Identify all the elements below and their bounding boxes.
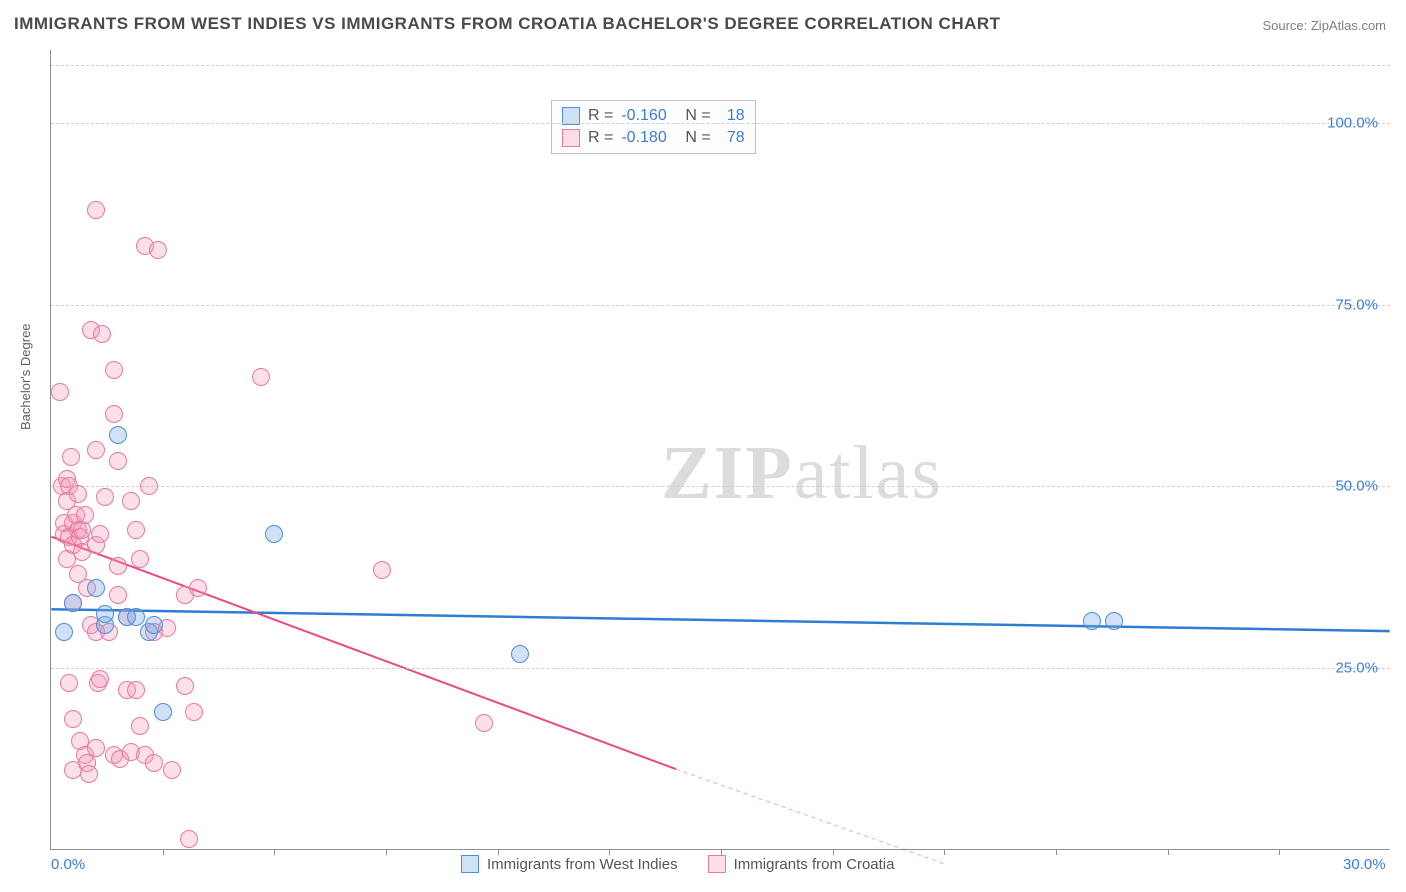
legend-label-1: Immigrants from West Indies (487, 856, 678, 873)
blue-data-point (96, 605, 114, 623)
x-tick (1279, 849, 1280, 855)
pink-data-point (105, 405, 123, 423)
legend-swatch-blue-icon (461, 855, 479, 873)
r-value-2: -0.180 (621, 129, 677, 147)
blue-data-point (145, 616, 163, 634)
pink-data-point (51, 383, 69, 401)
watermark-light: atlas (794, 431, 943, 515)
pink-data-point (373, 561, 391, 579)
blue-data-point (1105, 612, 1123, 630)
pink-data-point (149, 241, 167, 259)
x-tick (1056, 849, 1057, 855)
r-label-2: R = (588, 129, 613, 147)
legend-item-2: Immigrants from Croatia (708, 855, 895, 873)
x-tick (609, 849, 610, 855)
pink-data-point (87, 201, 105, 219)
pink-data-point (127, 521, 145, 539)
pink-data-point (189, 579, 207, 597)
pink-data-point (475, 714, 493, 732)
pink-data-point (163, 761, 181, 779)
blue-data-point (55, 623, 73, 641)
pink-data-point (131, 717, 149, 735)
pink-data-point (145, 754, 163, 772)
gridline (51, 65, 1390, 66)
source-label: Source: ZipAtlas.com (1262, 18, 1386, 33)
chart-plot-area: ZIPatlas R = -0.160 N = 18 R = -0.180 N … (50, 50, 1390, 850)
pink-data-point (185, 703, 203, 721)
pink-data-point (76, 506, 94, 524)
gridline (51, 668, 1390, 669)
x-tick (386, 849, 387, 855)
pink-data-point (91, 670, 109, 688)
chart-title: IMMIGRANTS FROM WEST INDIES VS IMMIGRANT… (14, 14, 1001, 34)
trend-line-pink (51, 537, 676, 769)
pink-data-point (127, 681, 145, 699)
legend-label-2: Immigrants from Croatia (734, 856, 895, 873)
watermark-bold: ZIP (661, 431, 794, 515)
y-axis-label: Bachelor's Degree (18, 323, 33, 430)
pink-data-point (60, 674, 78, 692)
n-value-2: 78 (719, 129, 745, 147)
x-tick (498, 849, 499, 855)
pink-data-point (109, 586, 127, 604)
x-tick (721, 849, 722, 855)
blue-data-point (511, 645, 529, 663)
x-tick (1168, 849, 1169, 855)
x-tick (274, 849, 275, 855)
stats-row-2: R = -0.180 N = 78 (562, 127, 745, 149)
pink-data-point (109, 452, 127, 470)
blue-data-point (64, 594, 82, 612)
y-tick-label: 50.0% (1335, 478, 1378, 495)
legend-swatch-pink-icon (708, 855, 726, 873)
pink-data-point (80, 765, 98, 783)
pink-data-point (69, 485, 87, 503)
pink-data-point (62, 448, 80, 466)
legend-item-1: Immigrants from West Indies (461, 855, 678, 873)
pink-data-point (87, 739, 105, 757)
y-tick-label: 100.0% (1327, 114, 1378, 131)
pink-data-point (176, 677, 194, 695)
pink-data-point (105, 361, 123, 379)
blue-data-point (87, 579, 105, 597)
x-tick (833, 849, 834, 855)
pink-data-point (64, 710, 82, 728)
watermark: ZIPatlas (661, 430, 943, 517)
y-tick-label: 25.0% (1335, 660, 1378, 677)
x-tick-label: 0.0% (51, 856, 85, 873)
pink-data-point (96, 488, 114, 506)
pink-data-point (252, 368, 270, 386)
gridline (51, 486, 1390, 487)
pink-data-point (87, 441, 105, 459)
gridline (51, 305, 1390, 306)
pink-data-point (131, 550, 149, 568)
stats-legend-box: R = -0.160 N = 18 R = -0.180 N = 78 (551, 100, 756, 154)
x-tick (163, 849, 164, 855)
n-label-2: N = (685, 129, 710, 147)
blue-data-point (154, 703, 172, 721)
blue-data-point (127, 608, 145, 626)
swatch-pink-icon (562, 129, 580, 147)
pink-data-point (91, 525, 109, 543)
x-tick-label: 30.0% (1343, 856, 1386, 873)
blue-data-point (109, 426, 127, 444)
trend-line-pink-extrapolated (676, 769, 944, 863)
blue-data-point (265, 525, 283, 543)
gridline (51, 123, 1390, 124)
trend-line-blue (51, 609, 1389, 631)
x-tick (944, 849, 945, 855)
pink-data-point (180, 830, 198, 848)
blue-data-point (1083, 612, 1101, 630)
pink-data-point (93, 325, 111, 343)
y-tick-label: 75.0% (1335, 296, 1378, 313)
pink-data-point (140, 477, 158, 495)
pink-data-point (122, 492, 140, 510)
pink-data-point (109, 557, 127, 575)
bottom-legend: Immigrants from West Indies Immigrants f… (461, 855, 894, 873)
